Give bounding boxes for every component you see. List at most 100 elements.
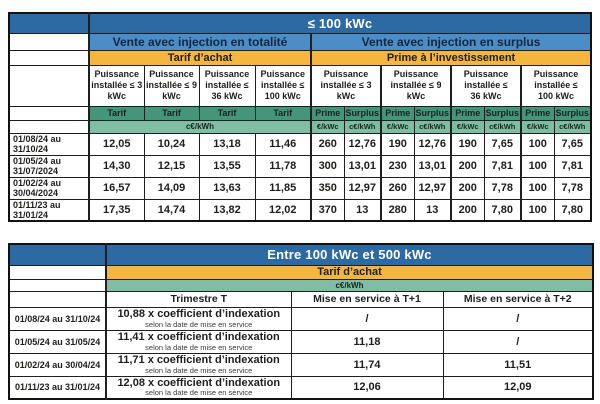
surplus-value: 12,97 (343, 176, 382, 200)
tarif-value: 17,35 (88, 198, 145, 222)
type-header-prime: Prime (450, 105, 485, 121)
type-header-surplus: Surplus (343, 105, 382, 121)
prime-value: 200 (450, 154, 485, 178)
table-row: 01/05/24 au 31/05/24 11,41 x coefficient… (8, 329, 594, 354)
prime-value: 260 (380, 176, 415, 200)
t-plus-2-value: 11,51 (442, 352, 594, 377)
section-surplus: Vente avec injection en surplus (309, 32, 592, 51)
period-cell: 01/02/24 au 30/04/2024 (8, 176, 90, 200)
period-cell: 01/02/24 au 30/04/24 (8, 352, 107, 377)
coefficient-note: selon la date de mise en service (145, 342, 253, 352)
coefficient-value: 10,88 x coefficient d’indexation (117, 307, 281, 320)
unit-header: €/kWc (310, 119, 345, 134)
tarif-value: 11,78 (254, 154, 312, 178)
surplus-value: 7,65 (483, 132, 522, 156)
surplus-value: 13,01 (413, 154, 452, 178)
power-label: Puissance installée ≤ 100 kWc (260, 69, 306, 101)
subheader-prime-investissement: Prime à l’investissement (309, 49, 592, 66)
coefficient-value: 11,41 x coefficient d’indexation (117, 330, 280, 343)
power-col-header: Puissance installée ≤ 36 kWc (198, 64, 256, 107)
coefficient-note: selon la date de mise en service (145, 388, 253, 398)
tariff-table-100-500kwc: Entre 100 kWc et 500 kWc Tarif d’achat c… (8, 243, 594, 401)
power-col-header: Puissance installée ≤ 100 kWc (254, 64, 312, 107)
surplus-value: 13,01 (343, 154, 382, 178)
prime-value: 100 (520, 198, 555, 222)
empty-label-cell (8, 32, 90, 51)
table-row: 01/05/24 au 31/07/2024 14,30 12,15 13,55… (8, 154, 592, 178)
type-header-tarif: Tarif (88, 105, 145, 121)
unit-header: c€/kWh (483, 119, 522, 134)
prime-value: 100 (520, 154, 555, 178)
prime-value: 190 (380, 132, 415, 156)
power-label: Puissance installée ≤ 36 kWc (463, 69, 509, 101)
empty-label-cell (8, 278, 107, 292)
empty-label-cell (8, 49, 90, 66)
prime-value: 100 (520, 176, 555, 200)
coefficient-cell: 12,08 x coefficient d’indexation selon l… (105, 375, 292, 400)
surplus-value: 13 (413, 198, 452, 222)
type-header-tarif: Tarif (254, 105, 312, 121)
type-header-prime: Prime (380, 105, 415, 121)
col-header-t-plus-2: Mise en service à T+2 (442, 290, 594, 308)
prime-value: 200 (450, 176, 485, 200)
unit-header: c€/kWh (88, 119, 312, 134)
coefficient-cell: 10,88 x coefficient d’indexation selon l… (105, 306, 292, 331)
empty-label-cell (8, 105, 90, 121)
t-plus-1-value: / (290, 306, 444, 331)
tarif-value: 14,30 (88, 154, 145, 178)
type-header-surplus: Surplus (413, 105, 452, 121)
coefficient-value: 12,08 x coefficient d’indexation (117, 376, 281, 389)
coefficient-note: selon la date de mise en service (145, 365, 253, 375)
t-plus-2-value: / (442, 329, 594, 354)
tarif-value: 12,02 (254, 198, 312, 222)
corner-cell (8, 243, 107, 266)
empty-label-cell (8, 119, 90, 134)
tarif-value: 10,24 (143, 132, 200, 156)
t-plus-1-value: 12,06 (290, 375, 444, 400)
prime-value: 370 (310, 198, 345, 222)
empty-label-cell (8, 64, 90, 107)
tarif-value: 13,55 (198, 154, 256, 178)
surplus-value: 7,80 (483, 198, 522, 222)
surplus-value: 12,76 (413, 132, 452, 156)
power-label: Puissance installée ≤ 36 kWc (204, 69, 250, 101)
prime-value: 260 (310, 132, 345, 156)
table-row: 01/11/23 au 31/01/24 17,35 14,74 13,82 1… (8, 198, 592, 222)
table2-title: Entre 100 kWc et 500 kWc (105, 243, 594, 266)
unit-header: c€/kWh (413, 119, 452, 134)
t-plus-1-value: 11,18 (290, 329, 444, 354)
col-header-t-plus-1: Mise en service à T+1 (290, 290, 444, 308)
section-totalite: Vente avec injection en totalité (88, 32, 312, 51)
power-label: Puissance installée ≤ 9 kWc (146, 69, 197, 101)
tarif-value: 11,46 (254, 132, 312, 156)
prime-value: 200 (450, 198, 485, 222)
unit-header: c€/kWh (553, 119, 592, 134)
tarif-value: 16,57 (88, 176, 145, 200)
type-header-prime: Prime (310, 105, 345, 121)
type-header-prime: Prime (520, 105, 555, 121)
period-cell: 01/11/23 au 31/01/24 (8, 375, 107, 400)
tariff-table-under-100kwc: ≤ 100 kWc Vente avec injection en totali… (8, 12, 593, 223)
period-cell: 01/05/24 au 31/05/24 (8, 329, 107, 354)
tarif-value: 13,63 (198, 176, 256, 200)
prime-value: 300 (310, 154, 345, 178)
type-header-tarif: Tarif (143, 105, 200, 121)
prime-value: 350 (310, 176, 345, 200)
empty-label-cell (8, 290, 107, 308)
empty-label-cell (8, 264, 107, 280)
subheader-tarif-achat: Tarif d’achat (88, 49, 312, 66)
subheader-tarif-achat: Tarif d’achat (105, 264, 594, 280)
tarif-value: 12,05 (88, 132, 145, 156)
table-row: 01/02/24 au 30/04/2024 16,57 14,09 13,63… (8, 176, 592, 200)
tarif-value: 12,15 (143, 154, 200, 178)
t-plus-2-value: / (442, 306, 594, 331)
prime-value: 280 (380, 198, 415, 222)
power-col-header: Puissance installée ≤ 3 kWc (88, 64, 145, 107)
power-label: Puissance installée ≤ 9 kWc (390, 69, 442, 101)
tarif-value: 13,82 (198, 198, 256, 222)
prime-value: 190 (450, 132, 485, 156)
table1-title: ≤ 100 kWc (87, 12, 592, 34)
surplus-value: 12,97 (413, 176, 452, 200)
surplus-value: 13 (343, 198, 382, 222)
